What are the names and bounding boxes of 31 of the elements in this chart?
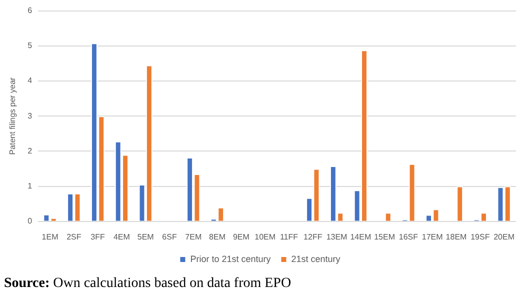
x-tick-label: 16SF	[398, 232, 418, 242]
y-tick-label: 1	[28, 182, 33, 191]
x-tick-label: 4EM	[113, 232, 130, 242]
x-tick-label: 5EM	[137, 232, 154, 242]
x-tick-label: 1EM	[42, 232, 59, 242]
x-tick-label: 12FF	[304, 232, 322, 242]
y-tick-label: 3	[28, 111, 33, 120]
x-tick-label: 8EM	[209, 232, 226, 242]
x-tick-label: 18EM	[446, 232, 468, 242]
x-tick-label: 15EM	[374, 232, 396, 242]
x-tick-label: 20EM	[494, 232, 515, 242]
x-tick-label: 11FF	[280, 232, 298, 242]
x-tick-label: 14EM	[350, 232, 372, 242]
x-tick-label: 19SF	[470, 232, 490, 242]
y-tick-label: 6	[28, 6, 33, 16]
source-note: Source: Own calculations based on data from EPO	[4, 276, 292, 292]
y-tick-label: 0	[28, 216, 33, 226]
x-tick-label: 13EM	[326, 232, 348, 242]
y-tick-label: 5	[28, 41, 33, 50]
y-tick-label: 2	[28, 146, 33, 156]
x-tick-label: 3FF	[90, 232, 106, 242]
x-tick-label: 6SF	[162, 232, 177, 242]
legend-label: 21st century	[291, 254, 341, 264]
x-tick-label: 2SF	[66, 232, 82, 242]
x-tick-label: 7EM	[185, 232, 202, 242]
y-axis-title: Patent filings per year	[8, 77, 18, 155]
legend-label: Prior to 21st century	[190, 254, 272, 264]
x-tick-label: 17EM	[422, 232, 444, 242]
y-tick-label: 4	[28, 76, 33, 86]
x-tick-label: 9EM	[232, 232, 250, 242]
x-tick-label: 10EM	[254, 232, 276, 242]
